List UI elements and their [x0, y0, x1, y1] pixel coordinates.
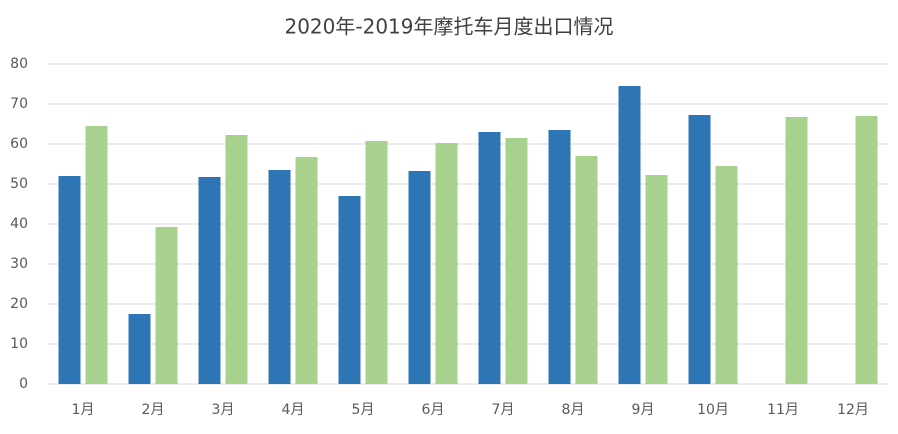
bar: [295, 157, 318, 384]
bar: [855, 116, 878, 384]
bar: [618, 86, 641, 384]
y-tick-label: 40: [10, 216, 28, 232]
bar: [408, 171, 431, 384]
x-tick-label: 8月: [562, 402, 585, 418]
bar: [365, 141, 388, 384]
bar: [548, 130, 571, 384]
bar: [58, 176, 81, 384]
bar: [338, 196, 361, 384]
bar: [225, 135, 248, 384]
x-tick-label: 10月: [697, 402, 729, 418]
x-tick-label: 3月: [212, 402, 235, 418]
chart-title: 2020年-2019年摩托车月度出口情况: [284, 15, 613, 39]
y-tick-label: 50: [10, 176, 28, 192]
bar: [435, 143, 458, 384]
bar: [198, 177, 221, 384]
bar: [85, 126, 108, 384]
bar: [575, 156, 598, 384]
bar: [785, 117, 808, 384]
y-tick-label: 20: [10, 296, 28, 312]
bar: [478, 132, 501, 384]
bar: [715, 166, 738, 384]
bar: [155, 227, 178, 384]
x-tick-label: 6月: [422, 402, 445, 418]
y-tick-label: 60: [10, 136, 28, 152]
y-tick-label: 10: [10, 336, 28, 352]
y-tick-label: 80: [10, 56, 28, 72]
x-tick-label: 2月: [142, 402, 165, 418]
bar: [688, 115, 711, 384]
bar: [128, 314, 151, 384]
x-tick-label: 12月: [837, 402, 869, 418]
y-tick-label: 0: [19, 376, 28, 392]
y-tick-label: 30: [10, 256, 28, 272]
bar: [505, 138, 528, 384]
x-tick-label: 9月: [632, 402, 655, 418]
bar: [268, 170, 291, 384]
x-tick-label: 5月: [352, 402, 375, 418]
bar: [645, 175, 668, 384]
y-tick-label: 70: [10, 96, 28, 112]
x-tick-label: 4月: [282, 402, 305, 418]
x-tick-label: 1月: [72, 402, 95, 418]
x-tick-label: 7月: [492, 402, 515, 418]
x-tick-label: 11月: [767, 402, 799, 418]
